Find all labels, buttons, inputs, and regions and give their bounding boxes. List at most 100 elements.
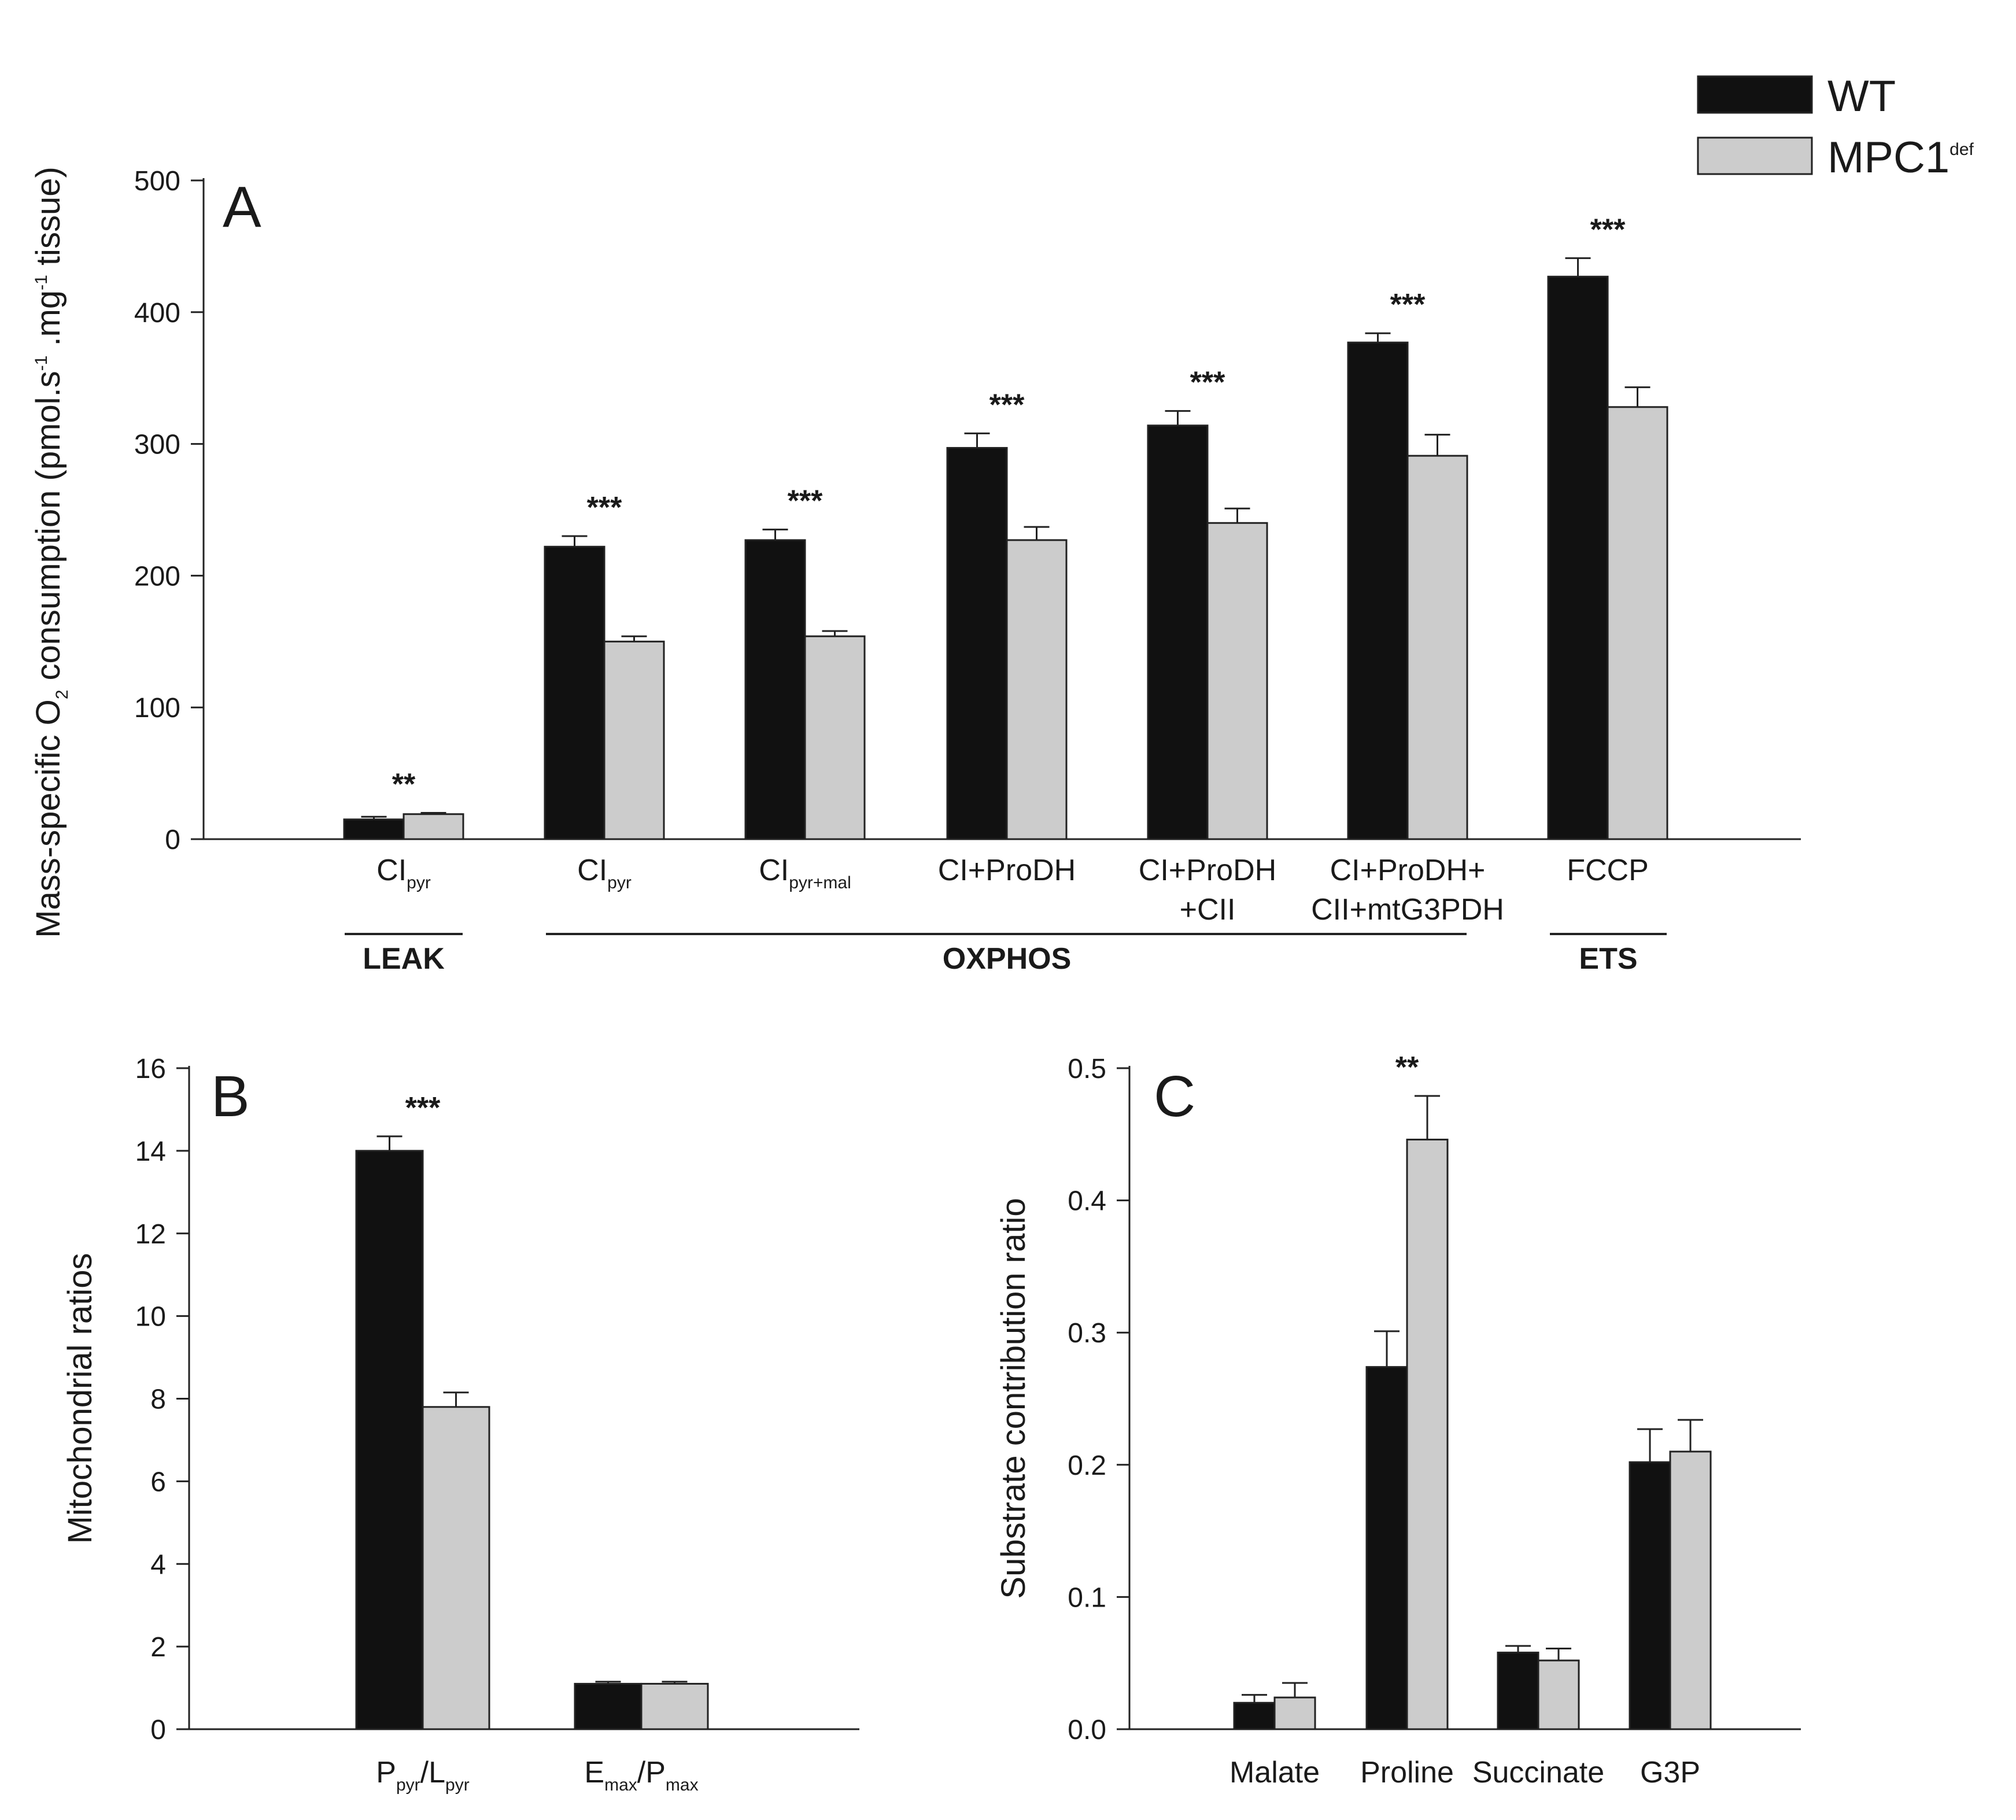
bar-mpc1def <box>403 813 464 840</box>
y-tick-label: 0.5 <box>1068 1054 1106 1084</box>
y-tick-label: 2 <box>150 1632 166 1663</box>
y-tick-label: 0 <box>150 1715 166 1745</box>
significance-label: *** <box>989 388 1025 422</box>
group-label: ETS <box>1579 942 1637 976</box>
category-text: CI <box>376 854 407 887</box>
y-tick-label: 14 <box>135 1136 166 1167</box>
bar-mpc1def <box>1607 406 1668 840</box>
category-text: /L <box>420 1756 445 1789</box>
category-label: CIpyr+mal <box>759 854 851 892</box>
y-tick-label: 16 <box>135 1054 166 1084</box>
category-text: CI <box>759 854 789 887</box>
y-tick-label: 0.0 <box>1068 1715 1106 1745</box>
category-label: CII+mtG3PDH <box>1311 893 1504 926</box>
y-label-text: tissue) <box>29 167 67 275</box>
bar-wt <box>544 545 605 840</box>
significance-label: ** <box>392 767 416 801</box>
bar-wt <box>1147 424 1209 840</box>
category-text: E <box>584 1756 604 1789</box>
significance-label: *** <box>587 491 622 525</box>
category-label: CIpyr <box>577 854 632 892</box>
category-subscript: pyr <box>407 873 431 892</box>
y-tick-label: 0.1 <box>1068 1582 1106 1613</box>
y-label-text: Mass-specific O <box>29 699 67 938</box>
group-label: LEAK <box>363 942 445 976</box>
y-tick-label: 500 <box>134 166 180 197</box>
bar-mpc1def <box>1206 522 1268 840</box>
y-tick-label: 100 <box>134 693 180 723</box>
category-label: FCCP <box>1567 854 1649 887</box>
bar-wt <box>946 446 1008 840</box>
y-tick-label: 4 <box>150 1549 166 1580</box>
category-label: Proline <box>1360 1756 1454 1789</box>
category-label: CI+ProDH <box>1139 854 1276 887</box>
significance-label: *** <box>788 485 823 518</box>
category-text: P <box>376 1756 396 1789</box>
significance-label: ** <box>1395 1051 1419 1084</box>
category-label: CI+ProDH <box>938 854 1076 887</box>
legend-swatch <box>1697 75 1813 114</box>
bar-wt <box>1347 341 1409 840</box>
legend-swatch <box>1697 136 1813 175</box>
bar-mpc1def <box>603 640 665 840</box>
y-tick-label: 8 <box>150 1385 166 1415</box>
panel-letter: A <box>223 175 261 239</box>
bar-wt <box>744 539 806 840</box>
bar-mpc1def <box>1006 539 1068 840</box>
panel-letter: C <box>1154 1064 1195 1129</box>
category-subscript: pyr <box>396 1775 420 1795</box>
y-label-superscript: -1 <box>32 356 51 371</box>
significance-label: *** <box>1190 366 1225 400</box>
bar-mpc1def <box>1537 1659 1580 1730</box>
group-label: OXPHOS <box>943 942 1072 976</box>
legend-label: WT <box>1827 72 1896 121</box>
category-label: CIpyr <box>376 854 431 892</box>
y-tick-label: 10 <box>135 1302 166 1332</box>
y-axis-label: Mass-specific O2 consumption (pmol.s-1 .… <box>29 167 72 938</box>
y-tick-label: 200 <box>134 561 180 592</box>
bar-wt <box>1233 1701 1276 1730</box>
bar-wt <box>1629 1461 1671 1730</box>
bar-mpc1def <box>1406 1138 1449 1730</box>
panel-letter: B <box>211 1064 250 1129</box>
category-text: /P <box>637 1756 666 1789</box>
category-label: Malate <box>1229 1756 1320 1789</box>
category-subscript: pyr <box>607 873 632 892</box>
y-tick-label: 0 <box>165 825 180 855</box>
bar-mpc1def <box>1406 455 1468 840</box>
significance-label: *** <box>1390 288 1426 322</box>
category-label: CI+ProDH+ <box>1330 854 1486 887</box>
y-label-text: consumption (pmol.s <box>29 371 67 689</box>
bar-wt <box>1365 1366 1408 1730</box>
y-tick-label: 300 <box>134 430 180 460</box>
bar-mpc1def <box>422 1406 490 1730</box>
bar-mpc1def <box>804 635 866 840</box>
y-tick-label: 12 <box>135 1219 166 1250</box>
y-tick-label: 0.2 <box>1068 1450 1106 1481</box>
bar-wt <box>343 818 405 840</box>
chart-panel-c: 0.0 0.1 0.2 0.3 0.4 0.5 ** C Malate Proline Succin… <box>995 1051 1801 1789</box>
category-label: +CII <box>1180 893 1236 926</box>
y-axis-label: Substrate contribution ratio <box>995 1198 1032 1599</box>
legend-label: MPC1def <box>1827 133 1974 182</box>
category-subscript: pyr+mal <box>789 873 851 892</box>
legend-text: MPC1 <box>1827 133 1949 182</box>
category-label: G3P <box>1640 1756 1700 1789</box>
legend-superscript: def <box>1949 140 1974 159</box>
category-text: CI <box>577 854 607 887</box>
category-subscript: max <box>666 1775 699 1795</box>
bar-wt <box>1497 1651 1539 1730</box>
y-label-superscript: -1 <box>32 275 51 290</box>
category-subscript: max <box>604 1775 637 1795</box>
legend: WT MPC1def <box>1697 72 1974 182</box>
bar-wt <box>1547 275 1609 840</box>
y-tick-label: 0.3 <box>1068 1318 1106 1349</box>
y-tick-label: 0.4 <box>1068 1186 1106 1217</box>
bar-mpc1def <box>640 1682 709 1730</box>
bar-mpc1def <box>1273 1696 1316 1730</box>
legend-text: WT <box>1827 72 1896 121</box>
category-label: Ppyr/Lpyr <box>376 1756 469 1795</box>
category-label: Succinate <box>1472 1756 1604 1789</box>
